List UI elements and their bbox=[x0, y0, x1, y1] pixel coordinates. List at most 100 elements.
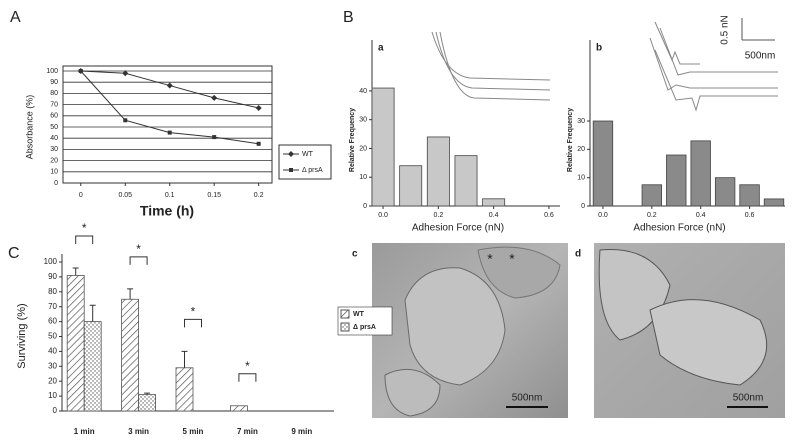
marker bbox=[123, 118, 128, 123]
bar bbox=[229, 405, 248, 412]
bar bbox=[175, 367, 194, 412]
y-tick-label: 100 bbox=[44, 257, 58, 266]
x-tick-label: 5 min bbox=[183, 427, 204, 436]
legend-swatch bbox=[340, 322, 350, 332]
image-annotation: * bbox=[487, 251, 493, 267]
marker bbox=[212, 135, 217, 140]
bar bbox=[66, 275, 85, 412]
bar bbox=[763, 198, 785, 207]
y-tick-label: 40 bbox=[359, 88, 367, 95]
marker bbox=[167, 130, 172, 135]
bar bbox=[399, 165, 423, 207]
significance-mark: * bbox=[245, 359, 250, 373]
y-tick-label: 60 bbox=[48, 317, 57, 326]
y-tick-label: 40 bbox=[50, 135, 58, 142]
significance-bracket bbox=[238, 373, 257, 382]
image-annotation: * bbox=[509, 251, 515, 267]
x-axis-label: Adhesion Force (nN) bbox=[412, 223, 504, 234]
x-tick-label: 0.0 bbox=[598, 212, 608, 219]
scale-bar-label: 500nm bbox=[733, 393, 764, 404]
subpanel-label: a bbox=[378, 43, 384, 54]
inset-curves bbox=[431, 18, 778, 112]
subpanel-label: b bbox=[596, 43, 602, 54]
x-tick-label: 7 min bbox=[237, 427, 258, 436]
panel-label: A bbox=[10, 9, 21, 26]
y-axis-label: Absorbance (%) bbox=[24, 95, 34, 160]
x-tick-label: 0.0 bbox=[378, 212, 388, 219]
y-tick-label: 10 bbox=[577, 175, 585, 182]
significance-mark: * bbox=[191, 305, 196, 319]
y-axis-label: Surviving (%) bbox=[16, 303, 28, 368]
y-tick-label: 40 bbox=[48, 347, 57, 356]
bar bbox=[83, 321, 102, 412]
x-tick-label: 3 min bbox=[128, 427, 149, 436]
legend-label: Δ prsA bbox=[302, 167, 323, 174]
y-tick-label: 50 bbox=[48, 332, 57, 341]
bar bbox=[739, 184, 760, 207]
y-tick-label: 30 bbox=[48, 361, 57, 370]
y-tick-label: 0 bbox=[54, 180, 58, 187]
marker bbox=[289, 168, 293, 172]
y-tick-label: 0 bbox=[581, 203, 585, 210]
y-axis-label: Relative Frequency bbox=[567, 108, 574, 172]
x-tick-label: 0 bbox=[79, 192, 83, 199]
y-tick-label: 90 bbox=[50, 79, 58, 86]
significance-bracket bbox=[129, 256, 148, 265]
legend bbox=[278, 144, 332, 180]
x-tick-label: 9 min bbox=[291, 427, 312, 436]
significance-mark: * bbox=[136, 242, 141, 256]
y-tick-label: 30 bbox=[359, 117, 367, 124]
x-tick-label: 0.2 bbox=[433, 212, 443, 219]
marker bbox=[211, 94, 218, 101]
x-tick-label: 0.4 bbox=[489, 212, 499, 219]
x-axis-label: Time (h) bbox=[140, 203, 194, 219]
bar bbox=[371, 87, 395, 207]
y-tick-label: 60 bbox=[50, 113, 58, 120]
y-tick-label: 10 bbox=[48, 391, 57, 400]
y-tick-label: 50 bbox=[50, 124, 58, 131]
y-tick-label: 10 bbox=[359, 174, 367, 181]
marker bbox=[288, 151, 294, 157]
line-series bbox=[80, 70, 259, 109]
image-label: c bbox=[352, 249, 358, 260]
y-tick-label: 20 bbox=[50, 157, 58, 164]
inset-force-scale: 0.5 nN bbox=[720, 15, 731, 44]
error-bar bbox=[181, 350, 188, 368]
x-axis-label: Adhesion Force (nN) bbox=[633, 223, 725, 234]
y-tick-label: 80 bbox=[48, 287, 57, 296]
y-tick-label: 0 bbox=[363, 203, 367, 210]
inset-length-scale: 500nm bbox=[745, 51, 776, 62]
plot-frame bbox=[62, 65, 273, 184]
legend-label: WT bbox=[353, 311, 365, 318]
panel-label: C bbox=[8, 245, 20, 262]
x-tick-label: 0.6 bbox=[544, 212, 554, 219]
x-tick-label: 0.1 bbox=[165, 192, 175, 199]
y-tick-label: 10 bbox=[50, 169, 58, 176]
scale-bar-label: 500nm bbox=[512, 393, 543, 404]
bar bbox=[641, 184, 662, 207]
bar bbox=[666, 154, 687, 207]
error-bar bbox=[89, 304, 96, 322]
afm-image bbox=[372, 243, 568, 418]
bar bbox=[690, 140, 711, 207]
axes bbox=[61, 254, 334, 412]
y-axis-label: Relative Frequency bbox=[349, 108, 356, 172]
error-bar bbox=[127, 288, 134, 300]
y-tick-label: 100 bbox=[46, 68, 58, 75]
significance-bracket bbox=[184, 318, 202, 328]
y-tick-label: 30 bbox=[50, 146, 58, 153]
bar bbox=[454, 155, 478, 207]
y-tick-label: 70 bbox=[48, 302, 57, 311]
bar bbox=[138, 394, 157, 412]
x-tick-label: 0.4 bbox=[696, 212, 706, 219]
afm-image bbox=[594, 243, 785, 418]
bar bbox=[482, 198, 506, 207]
bar bbox=[121, 298, 139, 412]
x-tick-label: 0.6 bbox=[745, 212, 755, 219]
y-tick-label: 90 bbox=[48, 272, 57, 281]
image-label: d bbox=[575, 249, 581, 260]
bar bbox=[426, 136, 450, 207]
legend-label: WT bbox=[302, 151, 314, 158]
legend-swatch bbox=[340, 309, 350, 319]
